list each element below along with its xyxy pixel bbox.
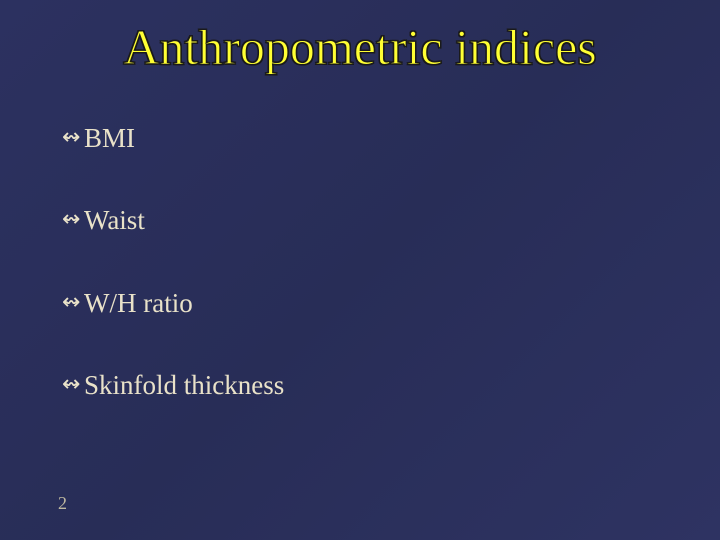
- list-item-label: Skinfold thickness: [84, 369, 622, 401]
- bullet-list: ↭ BMI ↭ Waist ↭ W/H ratio ↭ Skinfold thi…: [62, 122, 622, 452]
- bullet-icon: ↭: [62, 369, 84, 399]
- page-title: Anthropometric indices: [0, 18, 720, 76]
- bullet-icon: ↭: [62, 122, 84, 152]
- list-item: ↭ Waist: [62, 204, 622, 236]
- list-item-label: BMI: [84, 122, 622, 154]
- list-item: ↭ W/H ratio: [62, 287, 622, 319]
- list-item-label: Waist: [84, 204, 622, 236]
- slide: Anthropometric indices ↭ BMI ↭ Waist ↭ W…: [0, 0, 720, 540]
- list-item: ↭ Skinfold thickness: [62, 369, 622, 401]
- list-item-label: W/H ratio: [84, 287, 622, 319]
- page-number: 2: [58, 493, 67, 514]
- bullet-icon: ↭: [62, 204, 84, 234]
- bullet-icon: ↭: [62, 287, 84, 317]
- list-item: ↭ BMI: [62, 122, 622, 154]
